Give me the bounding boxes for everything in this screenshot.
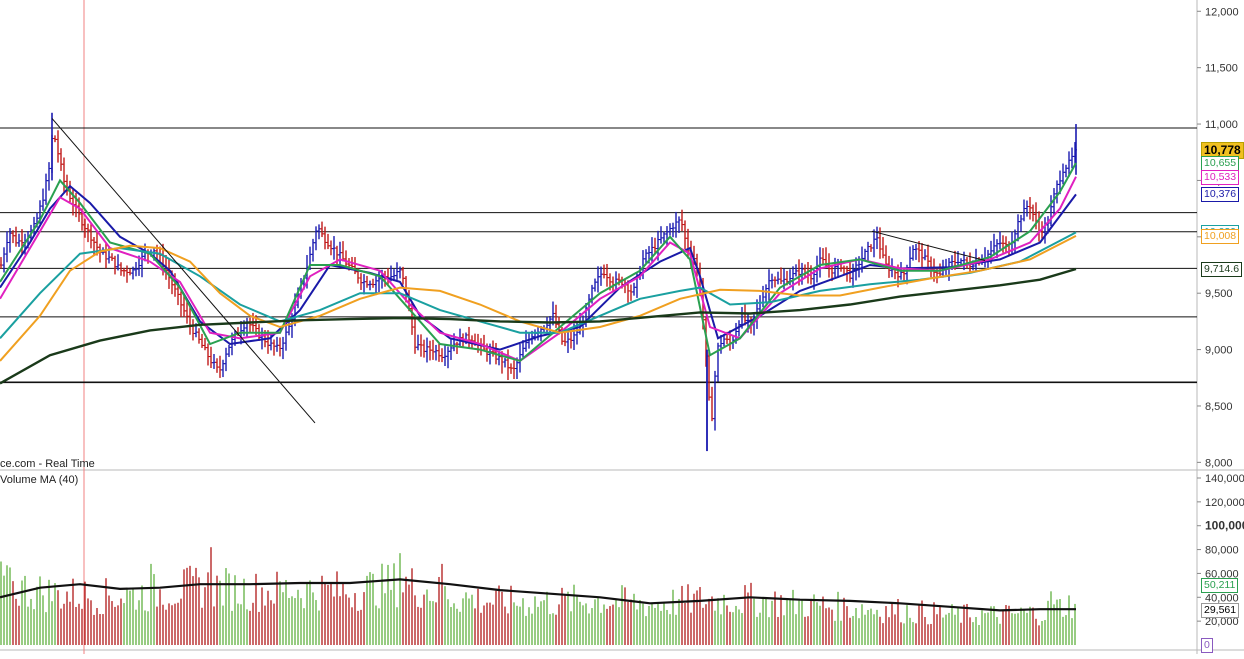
moving-average-line xyxy=(0,231,1077,339)
trendline xyxy=(871,230,986,261)
volume-value-badge: 50,211 xyxy=(1201,578,1239,594)
indicator-value-badge: 9,714.6 xyxy=(1201,262,1243,277)
price-tick-label: 8,000 xyxy=(1205,457,1233,469)
moving-average-line xyxy=(0,162,1077,363)
volume-panel-label: Volume MA (40) xyxy=(0,474,79,486)
volume-tick-label: 140,000 xyxy=(1205,473,1244,485)
volume-tick-label: 80,000 xyxy=(1205,545,1239,557)
volume-tick-label: 120,000 xyxy=(1205,497,1244,509)
volume-moving-average xyxy=(0,578,1076,612)
price-tick-label: 12,000 xyxy=(1205,6,1239,18)
data-source-label: ce.com - Real Time xyxy=(0,458,95,470)
moving-average-line xyxy=(0,235,1077,362)
price-tick-label: 11,500 xyxy=(1205,63,1238,75)
volume-tick-label: 60,000 xyxy=(1205,568,1239,580)
price-tick-label: 11,000 xyxy=(1205,119,1238,131)
volume-value-badge: 29,561 xyxy=(1201,602,1240,618)
indicator-value-badge: 10,655 xyxy=(1201,155,1240,171)
volume-tick-label: 20,000 xyxy=(1205,616,1239,628)
volume-value-badge: 0 xyxy=(1201,638,1213,653)
price-tick-label: 9,500 xyxy=(1205,288,1233,300)
volume-tick-label: 40,000 xyxy=(1205,592,1239,604)
trendline xyxy=(51,118,316,424)
price-tick-label: 8,500 xyxy=(1205,401,1233,413)
price-tick-label: 9,000 xyxy=(1205,345,1233,357)
indicator-value-badge: 10,533 xyxy=(1201,169,1240,185)
indicator-value-badge: 10,376 xyxy=(1201,187,1240,203)
moving-average-line xyxy=(0,267,1077,385)
indicator-value-badge: 10,008 xyxy=(1201,228,1240,244)
volume-tick-label: 100,000 xyxy=(1205,519,1244,533)
